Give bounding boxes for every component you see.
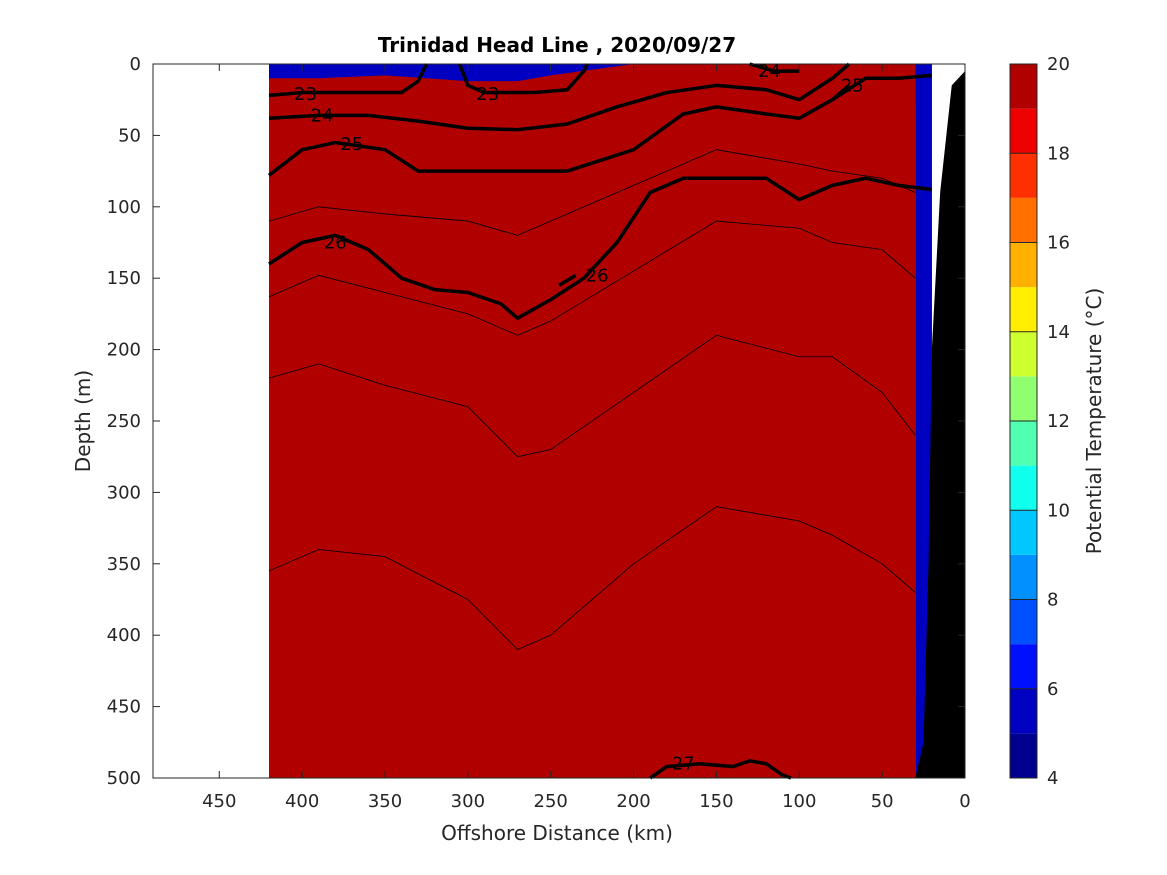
y-tick-label: 450 [107,697,141,718]
seafloor-bathymetry [915,71,965,778]
x-tick-label: 450 [202,791,236,812]
y-tick-label: 100 [107,197,141,218]
colorbar-level-8 [1010,554,1037,600]
colorbar-level-14 [1010,287,1037,332]
y-tick-label: 0 [130,54,141,75]
colorbar-level-17 [1010,153,1037,198]
thin-density-contours [268,149,916,650]
contour-label-26: 26 [586,265,609,286]
contour-label-26: 26 [324,233,347,254]
x-tick-label: 400 [285,791,319,812]
colorbar-tick-label: 12 [1047,411,1070,432]
colorbar-tick-label: 18 [1047,143,1070,164]
thin-contour-3 [268,506,916,650]
thin-contour-0 [268,149,916,236]
density-contour-25 [267,73,933,177]
colorbar-tick-label: 6 [1047,679,1058,700]
y-tick-label: 150 [107,268,141,289]
x-axis-label: Offshore Distance (km) [441,821,673,845]
chart-title: Trinidad Head Line , 2020/09/27 [378,33,736,57]
colorbar-level-10 [1010,465,1037,511]
colorbar-level-6 [1010,644,1037,689]
y-tick-label: 300 [107,482,141,503]
colorbar-level-12 [1010,376,1037,421]
contour-label-25: 25 [340,134,363,155]
colorbar-label: Potential Temperature (°C) [1082,288,1106,555]
x-tick-label: 100 [782,791,816,812]
y-tick-label: 50 [118,125,141,146]
density-contour-27 [649,759,792,780]
colorbar-tick-label: 20 [1047,54,1070,75]
density-contour-24 [749,62,800,73]
colorbar-level-5 [1010,688,1037,734]
x-tick-label: 200 [616,791,650,812]
colorbar-level-18 [1010,108,1037,154]
y-tick-label: 500 [107,768,141,789]
colorbar-level-13 [1010,331,1037,377]
y-axis-label: Depth (m) [71,370,95,472]
colorbar-level-7 [1010,599,1037,645]
x-tick-label: 50 [871,791,894,812]
y-axis-ticks: 0 50 100 150 200 250 300 350 400 450 500 [107,54,965,789]
thin-contour-2 [268,334,916,458]
colorbar-tick-label: 10 [1047,500,1070,521]
contour-label-23: 23 [294,84,317,105]
y-tick-label: 250 [107,411,141,432]
contour-label-24: 24 [758,61,781,82]
x-tick-label: 150 [699,791,733,812]
colorbar-tick-label: 16 [1047,233,1070,254]
y-tick-label: 350 [107,554,141,575]
thin-contour-1 [268,220,916,336]
density-contour-24 [268,62,851,132]
colorbar-tick-label: 8 [1047,590,1058,611]
x-tick-label: 300 [451,791,485,812]
density-contour-26 [558,273,577,287]
x-tick-label: 350 [368,791,402,812]
density-contour-25 [831,84,851,102]
colorbar-tick-label: 14 [1047,322,1070,343]
y-tick-label: 400 [107,625,141,646]
contour-label-27: 27 [672,754,695,775]
colorbar-tick-label: 4 [1047,768,1058,789]
x-tick-label: 250 [534,791,568,812]
colorbar-level-19 [1010,64,1037,109]
contour-label-25: 25 [841,75,864,96]
contour-label-23: 23 [476,84,499,105]
temperature-fill [269,64,932,779]
colorbar-level-15 [1010,242,1037,288]
density-contour-26 [268,176,933,320]
colorbar-level-11 [1010,421,1037,466]
x-tick-label: 0 [959,791,970,812]
colorbar-level-16 [1010,197,1037,243]
density-contour-23 [457,63,589,95]
y-tick-label: 200 [107,340,141,361]
x-axis-ticks: 450 400 350 300 250 200 150 100 50 0 [202,64,971,812]
density-contour-23 [268,63,429,98]
contour-label-24: 24 [311,105,334,126]
colorbar-level-9 [1010,510,1037,555]
colorbar: 4 6 8 10 12 14 16 18 20 [1009,54,1070,789]
colorbar-level-4 [1010,733,1037,778]
